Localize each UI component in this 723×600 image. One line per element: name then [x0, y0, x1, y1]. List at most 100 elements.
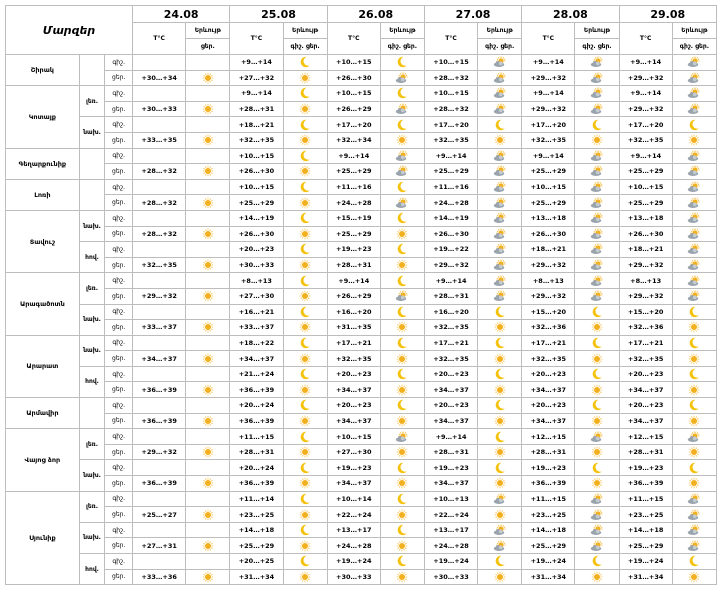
forecast-row: նախ. գիշ. +20…+24 +19…+23 +19…+23 +19…+23 +19……: [6, 459, 718, 492]
temperature-cell: +17…+20: [521, 116, 576, 133]
phenomenon-cell-empty: [185, 209, 231, 227]
date-header: 26.08: [326, 5, 425, 23]
sun-icon: [185, 319, 231, 336]
moon-icon: [282, 116, 328, 133]
sun-behind-cloud-icon: [671, 287, 718, 305]
phenomenon-cell-empty: [185, 521, 231, 539]
temperature-cell: +29…+32: [521, 287, 576, 305]
moon-icon: [379, 397, 425, 414]
temperature-cell: [132, 178, 187, 196]
sun-icon: [282, 568, 328, 586]
temperature-cell: +24…+28: [326, 537, 381, 554]
temperature-cell: +16…+20: [423, 303, 479, 321]
sun-icon: [379, 350, 425, 367]
temperature-cell: +34…+37: [423, 381, 479, 399]
moon-icon: [282, 54, 328, 71]
day-part-label: գիշ.: [104, 490, 134, 508]
day-part-label: ցեր.: [104, 381, 134, 399]
sun-behind-cloud-icon: [671, 69, 718, 87]
moon-icon: [282, 178, 328, 196]
temperature-cell: +32…+35: [521, 131, 576, 149]
region-name: Սյունիք: [5, 490, 80, 586]
day-part-label: ցեր.: [104, 475, 134, 492]
temperature-cell: +31…+35: [326, 319, 381, 336]
temperature-cell: +15…+20: [521, 303, 576, 321]
temperature-cell: +30…+33: [423, 568, 479, 586]
zone-label: նախ.: [78, 521, 106, 555]
sun-icon: [185, 350, 231, 367]
temperature-cell: +25…+29: [618, 163, 673, 180]
sun-behind-cloud-icon: [379, 163, 425, 180]
temperature-cell: [132, 85, 187, 102]
moon-icon: [574, 334, 620, 352]
day-part-label: ցեր.: [104, 163, 134, 180]
temperature-cell: +26…+30: [229, 225, 284, 243]
day-part-label: գիշ.: [104, 428, 134, 445]
temperature-cell: +31…+34: [229, 568, 284, 586]
forecast-row: նախ. գիշ. +16…+21 +16…+20 +16…+20 +15…+20 +15……: [6, 303, 718, 336]
forecast-row: Լոռի գիշ. +10…+15 +11…+16 +11…+16 +10…+15 +10……: [5, 178, 718, 211]
day-part-label: ցեր.: [104, 412, 134, 430]
temperature-cell: +9…+14: [229, 54, 284, 71]
sun-behind-cloud-icon: [477, 209, 523, 227]
temperature-cell: +36…+39: [618, 475, 673, 492]
temperature-cell: +18…+21: [229, 116, 284, 133]
zone-label: լեռ.: [78, 490, 106, 523]
day-part-label: գիշ.: [104, 85, 134, 102]
sun-behind-cloud-icon: [477, 537, 523, 554]
sun-icon: [185, 537, 231, 554]
sun-icon: [185, 475, 231, 492]
sun-icon: [574, 350, 620, 367]
temperature-cell: +32…+35: [618, 131, 673, 149]
temperature-cell: +10…+14: [326, 490, 381, 508]
temperature-cell: +9…+14: [423, 147, 479, 165]
forecast-row: Կոտայք լեռ. գիշ. +9…+14 +10…+15 +10…+15 +9…+14…: [5, 85, 718, 149]
day-part-label: ցեր.: [104, 131, 134, 149]
forecast-row: Տավուշ նախ. գիշ. +14…+19 +15…+19 +14…+19 +13…+…: [5, 209, 718, 274]
day-part-label: ցեր.: [104, 443, 134, 461]
temperature-cell: +29…+32: [618, 256, 673, 274]
sun-behind-cloud-icon: [379, 287, 425, 305]
temperature-cell: +17…+21: [521, 334, 576, 352]
weather-forecast-table: Մարզեր 24.08 25.08 26.08 27.08 28.08 29.…: [4, 5, 718, 586]
temperature-cell: +34…+37: [326, 475, 381, 492]
temperature-cell: +26…+30: [618, 225, 673, 243]
sun-behind-cloud-icon: [477, 225, 523, 243]
temperature-cell: +10…+13: [423, 490, 479, 508]
temperature-cell: +19…+24: [423, 553, 479, 570]
forecast-row: ցեր. +36…+39 +36…+39 +34…+37 +34…+37 +36…+39 +…: [6, 475, 718, 492]
sun-icon: [282, 506, 328, 523]
temperature-subheader: T°C: [521, 22, 576, 55]
temperature-cell: +29…+32: [423, 256, 479, 274]
sun-behind-cloud-icon: [574, 163, 620, 180]
temperature-cell: +14…+19: [229, 209, 284, 227]
sun-icon: [671, 568, 718, 586]
temperature-cell: +12…+15: [618, 428, 673, 445]
temperature-cell: +10…+15: [229, 147, 284, 165]
day-part-label: գիշ.: [104, 334, 134, 352]
forecast-row: հով. գիշ. +20…+23 +19…+23 +19…+22 +18…+21 +18……: [6, 241, 718, 274]
phenomenon-cell-empty: [185, 365, 231, 383]
sun-behind-cloud-icon: [671, 209, 718, 227]
temperature-cell: +9…+14: [229, 85, 284, 102]
forecast-row: Արագածոտն լեռ. գիշ. +8…+13 +9…+14 +9…+14 +8…+1…: [5, 272, 718, 336]
temperature-cell: +15…+20: [618, 303, 673, 321]
region-name: Գեղարքունիք: [5, 147, 80, 180]
sun-behind-cloud-icon: [574, 209, 620, 227]
sun-icon: [185, 381, 231, 399]
temperature-cell: +34…+37: [326, 412, 381, 430]
sun-icon: [379, 443, 425, 461]
temperature-cell: +27…+30: [326, 443, 381, 461]
sun-behind-cloud-icon: [671, 272, 718, 289]
temperature-cell: +33…+36: [132, 568, 187, 586]
temperature-cell: +24…+28: [326, 194, 381, 211]
forecast-row: նախ. գիշ. +18…+21 +17…+20 +17…+20 +17…+20 +17……: [6, 116, 718, 149]
sun-behind-cloud-icon: [477, 54, 523, 71]
day-part-label: գիշ.: [104, 365, 134, 383]
sun-icon: [671, 131, 718, 149]
temperature-cell: +9…+14: [326, 147, 381, 165]
sun-behind-cloud-icon: [671, 256, 718, 274]
temperature-cell: [132, 272, 187, 289]
sun-icon: [477, 443, 523, 461]
zone-label-empty: [78, 178, 106, 211]
